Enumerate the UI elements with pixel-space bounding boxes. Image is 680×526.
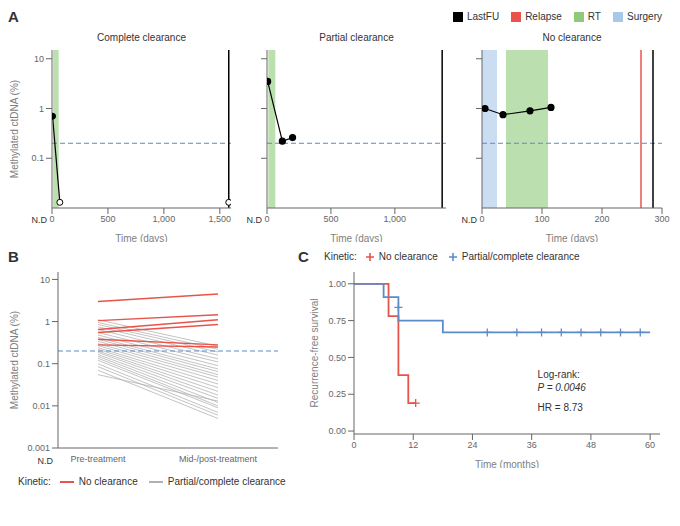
svg-text:Pre-treatment: Pre-treatment (70, 454, 126, 464)
html-text:B: B (8, 248, 19, 265)
svg-text:Mid-/post-treatment: Mid-/post-treatment (179, 454, 258, 464)
html-text:C: C (298, 248, 309, 265)
svg-text:0: 0 (49, 214, 54, 224)
svg-text:1,000: 1,000 (384, 214, 407, 224)
svg-text:12: 12 (408, 440, 418, 450)
svg-text:24: 24 (467, 440, 477, 450)
svg-text:300: 300 (654, 214, 669, 224)
svg-text:0.1: 0.1 (37, 359, 50, 369)
html-text:Log-rank:: Log-rank: (537, 369, 580, 381)
svg-text:0.01: 0.01 (32, 401, 50, 411)
svg-text:0.001: 0.001 (27, 443, 50, 453)
svg-text:Time (months): Time (months) (475, 459, 539, 468)
html-text:LastFU: LastFU (466, 11, 500, 22)
svg-text:10: 10 (40, 275, 50, 285)
html-text:Partial/complete clearance: Partial/complete clearance (167, 476, 286, 487)
svg-text:36: 36 (527, 440, 537, 450)
html-text:Surgery: Surgery (627, 11, 662, 22)
svg-text:0.1: 0.1 (31, 153, 44, 163)
svg-text:Time (days): Time (days) (330, 233, 382, 242)
svg-text:10: 10 (34, 54, 44, 64)
svg-text:1,000: 1,000 (153, 214, 176, 224)
html-text:No clearance: No clearance (78, 476, 138, 487)
svg-text:Methylated ctDNA (%): Methylated ctDNA (%) (9, 311, 20, 409)
svg-text:60: 60 (645, 440, 655, 450)
html-text:N.D: N.D (37, 456, 53, 466)
svg-text:1,500: 1,500 (209, 214, 232, 224)
html-text:Relapse: Relapse (525, 11, 562, 22)
svg-text:0: 0 (479, 214, 484, 224)
html-text:N.D: N.D (461, 215, 477, 225)
svg-text:0.25: 0.25 (328, 389, 346, 399)
svg-text:Time (days): Time (days) (115, 233, 167, 242)
html-text:Kinetic:: Kinetic: (18, 476, 51, 487)
svg-text:Time (days): Time (days) (546, 233, 598, 242)
svg-text:0.00: 0.00 (328, 426, 346, 436)
svg-text:1: 1 (39, 104, 44, 114)
html-text:N.D: N.D (31, 215, 47, 225)
html-text:No clearance: No clearance (378, 251, 438, 262)
svg-text:0.75: 0.75 (328, 316, 346, 326)
svg-text:0.50: 0.50 (328, 353, 346, 363)
html-text:Complete clearance: Complete clearance (97, 32, 186, 43)
html-text:RT: RT (587, 11, 601, 22)
svg-text:500: 500 (100, 214, 115, 224)
svg-text:200: 200 (594, 214, 609, 224)
html-text:HR = 8.73: HR = 8.73 (537, 401, 583, 413)
svg-text:1.00: 1.00 (328, 279, 346, 289)
html-text:Partial/complete clearance: Partial/complete clearance (461, 251, 580, 262)
svg-text:1: 1 (45, 317, 50, 327)
svg-text:100: 100 (534, 214, 549, 224)
html-text:N.D: N.D (246, 215, 262, 225)
html-text:Partial clearance: Partial clearance (319, 32, 394, 43)
html-text:A: A (8, 8, 19, 25)
svg-text:0: 0 (264, 214, 269, 224)
html-text:Kinetic:: Kinetic: (324, 251, 357, 262)
svg-text:500: 500 (323, 214, 338, 224)
svg-text:0: 0 (351, 440, 356, 450)
svg-text:48: 48 (586, 440, 596, 450)
html-text:No clearance: No clearance (542, 32, 602, 43)
svg-text:Methylated ctDNA (%): Methylated ctDNA (%) (9, 80, 20, 178)
svg-text:Recurrence-free survival: Recurrence-free survival (309, 299, 320, 408)
html-text:P = 0.0046: P = 0.0046 (537, 382, 586, 394)
